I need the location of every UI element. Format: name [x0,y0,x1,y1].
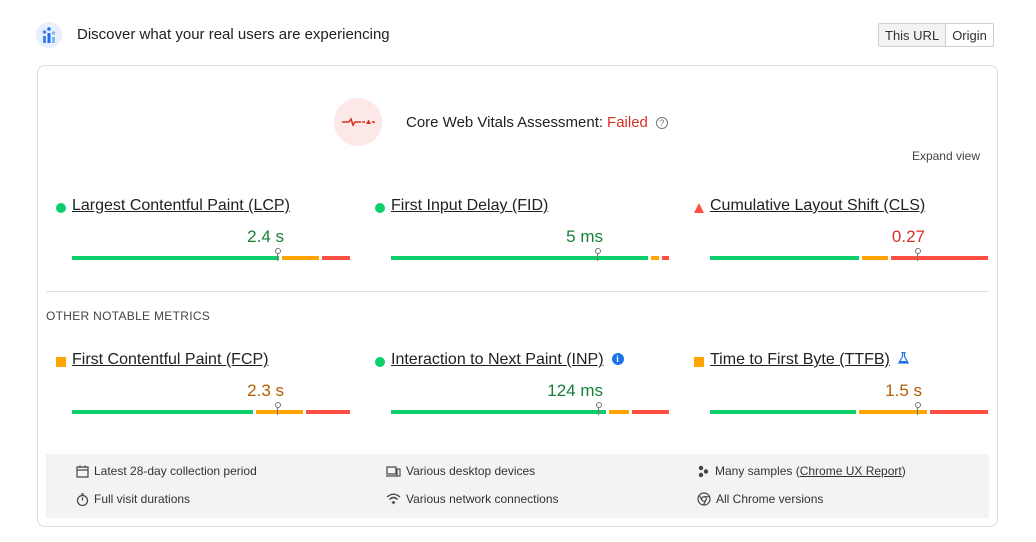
device-info: Various desktop devices [386,464,535,478]
origin-tab[interactable]: Origin [952,28,987,43]
info-icon[interactable]: i [611,353,624,365]
good-status-icon [56,203,66,213]
metric-value: 1.5 s [885,381,922,400]
metric-fid: First Input Delay (FID) 5 ms [375,197,669,267]
wifi-icon [386,493,401,505]
metric-name[interactable]: Cumulative Layout Shift (CLS) [710,197,926,214]
device-info-text: Various desktop devices [406,464,536,478]
metric-name-row: Time to First Byte (TTFB) [710,351,910,369]
p75-marker [275,402,281,415]
metric-cls: Cumulative Layout Shift (CLS) 0.27 [694,197,988,267]
collection-period-text: Latest 28-day collection period [94,464,257,478]
good-segment [710,256,859,260]
distribution-bar [72,248,350,261]
poor-segment [322,256,350,260]
samples-info: Many samples (Chrome UX Report) [697,464,906,478]
average-status-icon [694,357,704,367]
assessment-status: Failed [607,114,648,131]
assessment-heading: Core Web Vitals Assessment: Failed? [406,114,668,131]
metric-value: 124 ms [547,381,603,400]
average-segment [282,256,319,260]
chrome-ux-report-link[interactable]: Chrome UX Report [799,464,902,478]
field-data-header: Discover what your real users are experi… [36,22,998,50]
network-info: Various network connections [386,492,559,506]
p75-marker [595,248,601,261]
distribution-bar [391,402,669,415]
collection-period: Latest 28-day collection period [76,464,257,478]
distribution-bar [72,402,350,415]
samples-prefix: Many samples ( [715,464,800,478]
samples-suffix: ) [901,464,906,478]
good-status-icon [375,357,385,367]
metric-name[interactable]: First Input Delay (FID) [391,197,549,214]
section-divider [46,291,989,292]
good-segment [72,256,279,260]
poor-segment [662,256,669,260]
metric-name[interactable]: Largest Contentful Paint (LCP) [72,197,290,214]
metric-value: 2.3 s [247,381,284,400]
metric-value: 0.27 [891,227,925,246]
metric-value: 2.4 s [247,227,284,246]
expand-view-link[interactable]: Expand view [911,149,980,163]
timer-icon [76,492,89,506]
data-info-footer: Latest 28-day collection period Full vis… [46,454,989,518]
help-icon[interactable]: ? [655,117,668,129]
p75-marker [275,248,281,261]
average-segment [651,256,659,260]
poor-segment [891,256,988,260]
p75-marker [915,248,921,261]
metric-name[interactable]: Time to First Byte (TTFB) [710,351,890,368]
samples-icon [698,465,709,477]
chrome-versions-text: All Chrome versions [716,492,824,506]
good-segment [391,256,648,260]
distribution-bar [710,402,988,415]
poor-segment [306,410,350,414]
desktop-devices-icon [386,465,401,477]
average-status-icon [56,357,66,367]
poor-segment [930,410,988,414]
assessment-failed-icon [334,98,382,146]
p75-marker [915,402,921,415]
metric-lcp: Largest Contentful Paint (LCP) 2.4 s [56,197,350,267]
url-origin-toggle[interactable]: This URL Origin [878,23,994,47]
calendar-icon [76,465,89,478]
assessment-label: Core Web Vitals Assessment: [406,114,604,131]
chrome-versions: All Chrome versions [697,492,823,506]
visit-durations: Full visit durations [76,492,190,506]
good-segment [391,410,606,414]
visit-durations-text: Full visit durations [94,492,191,506]
metric-fcp: First Contentful Paint (FCP) 2.3 s [56,351,350,421]
field-data-card: Core Web Vitals Assessment: Failed? Expan… [37,65,998,527]
good-segment [72,410,253,414]
distribution-bar [710,248,988,261]
average-segment [256,410,303,414]
lab-flask-icon [897,351,910,369]
chrome-icon [697,492,711,506]
metric-name[interactable]: First Contentful Paint (FCP) [72,351,269,368]
metric-inp: Interaction to Next Paint (INP) i 124 ms [375,351,669,421]
poor-status-icon [694,203,704,213]
metric-ttfb: Time to First Byte (TTFB) 1.5 s [694,351,988,421]
metric-name-row: Interaction to Next Paint (INP) i [391,351,624,369]
section-title: Discover what your real users are experi… [77,26,390,43]
average-segment [609,410,629,414]
poor-segment [632,410,669,414]
other-metrics-label: OTHER NOTABLE METRICS [46,309,211,323]
p75-marker [596,402,602,415]
this-url-tab[interactable]: This URL [879,24,947,46]
metric-value: 5 ms [566,227,603,246]
good-segment [710,410,856,414]
average-segment [859,410,927,414]
metric-name[interactable]: Interaction to Next Paint (INP) [391,351,604,368]
distribution-bar [391,248,669,261]
average-segment [862,256,888,260]
users-chart-icon [36,22,62,48]
good-status-icon [375,203,385,213]
network-info-text: Various network connections [406,492,559,506]
